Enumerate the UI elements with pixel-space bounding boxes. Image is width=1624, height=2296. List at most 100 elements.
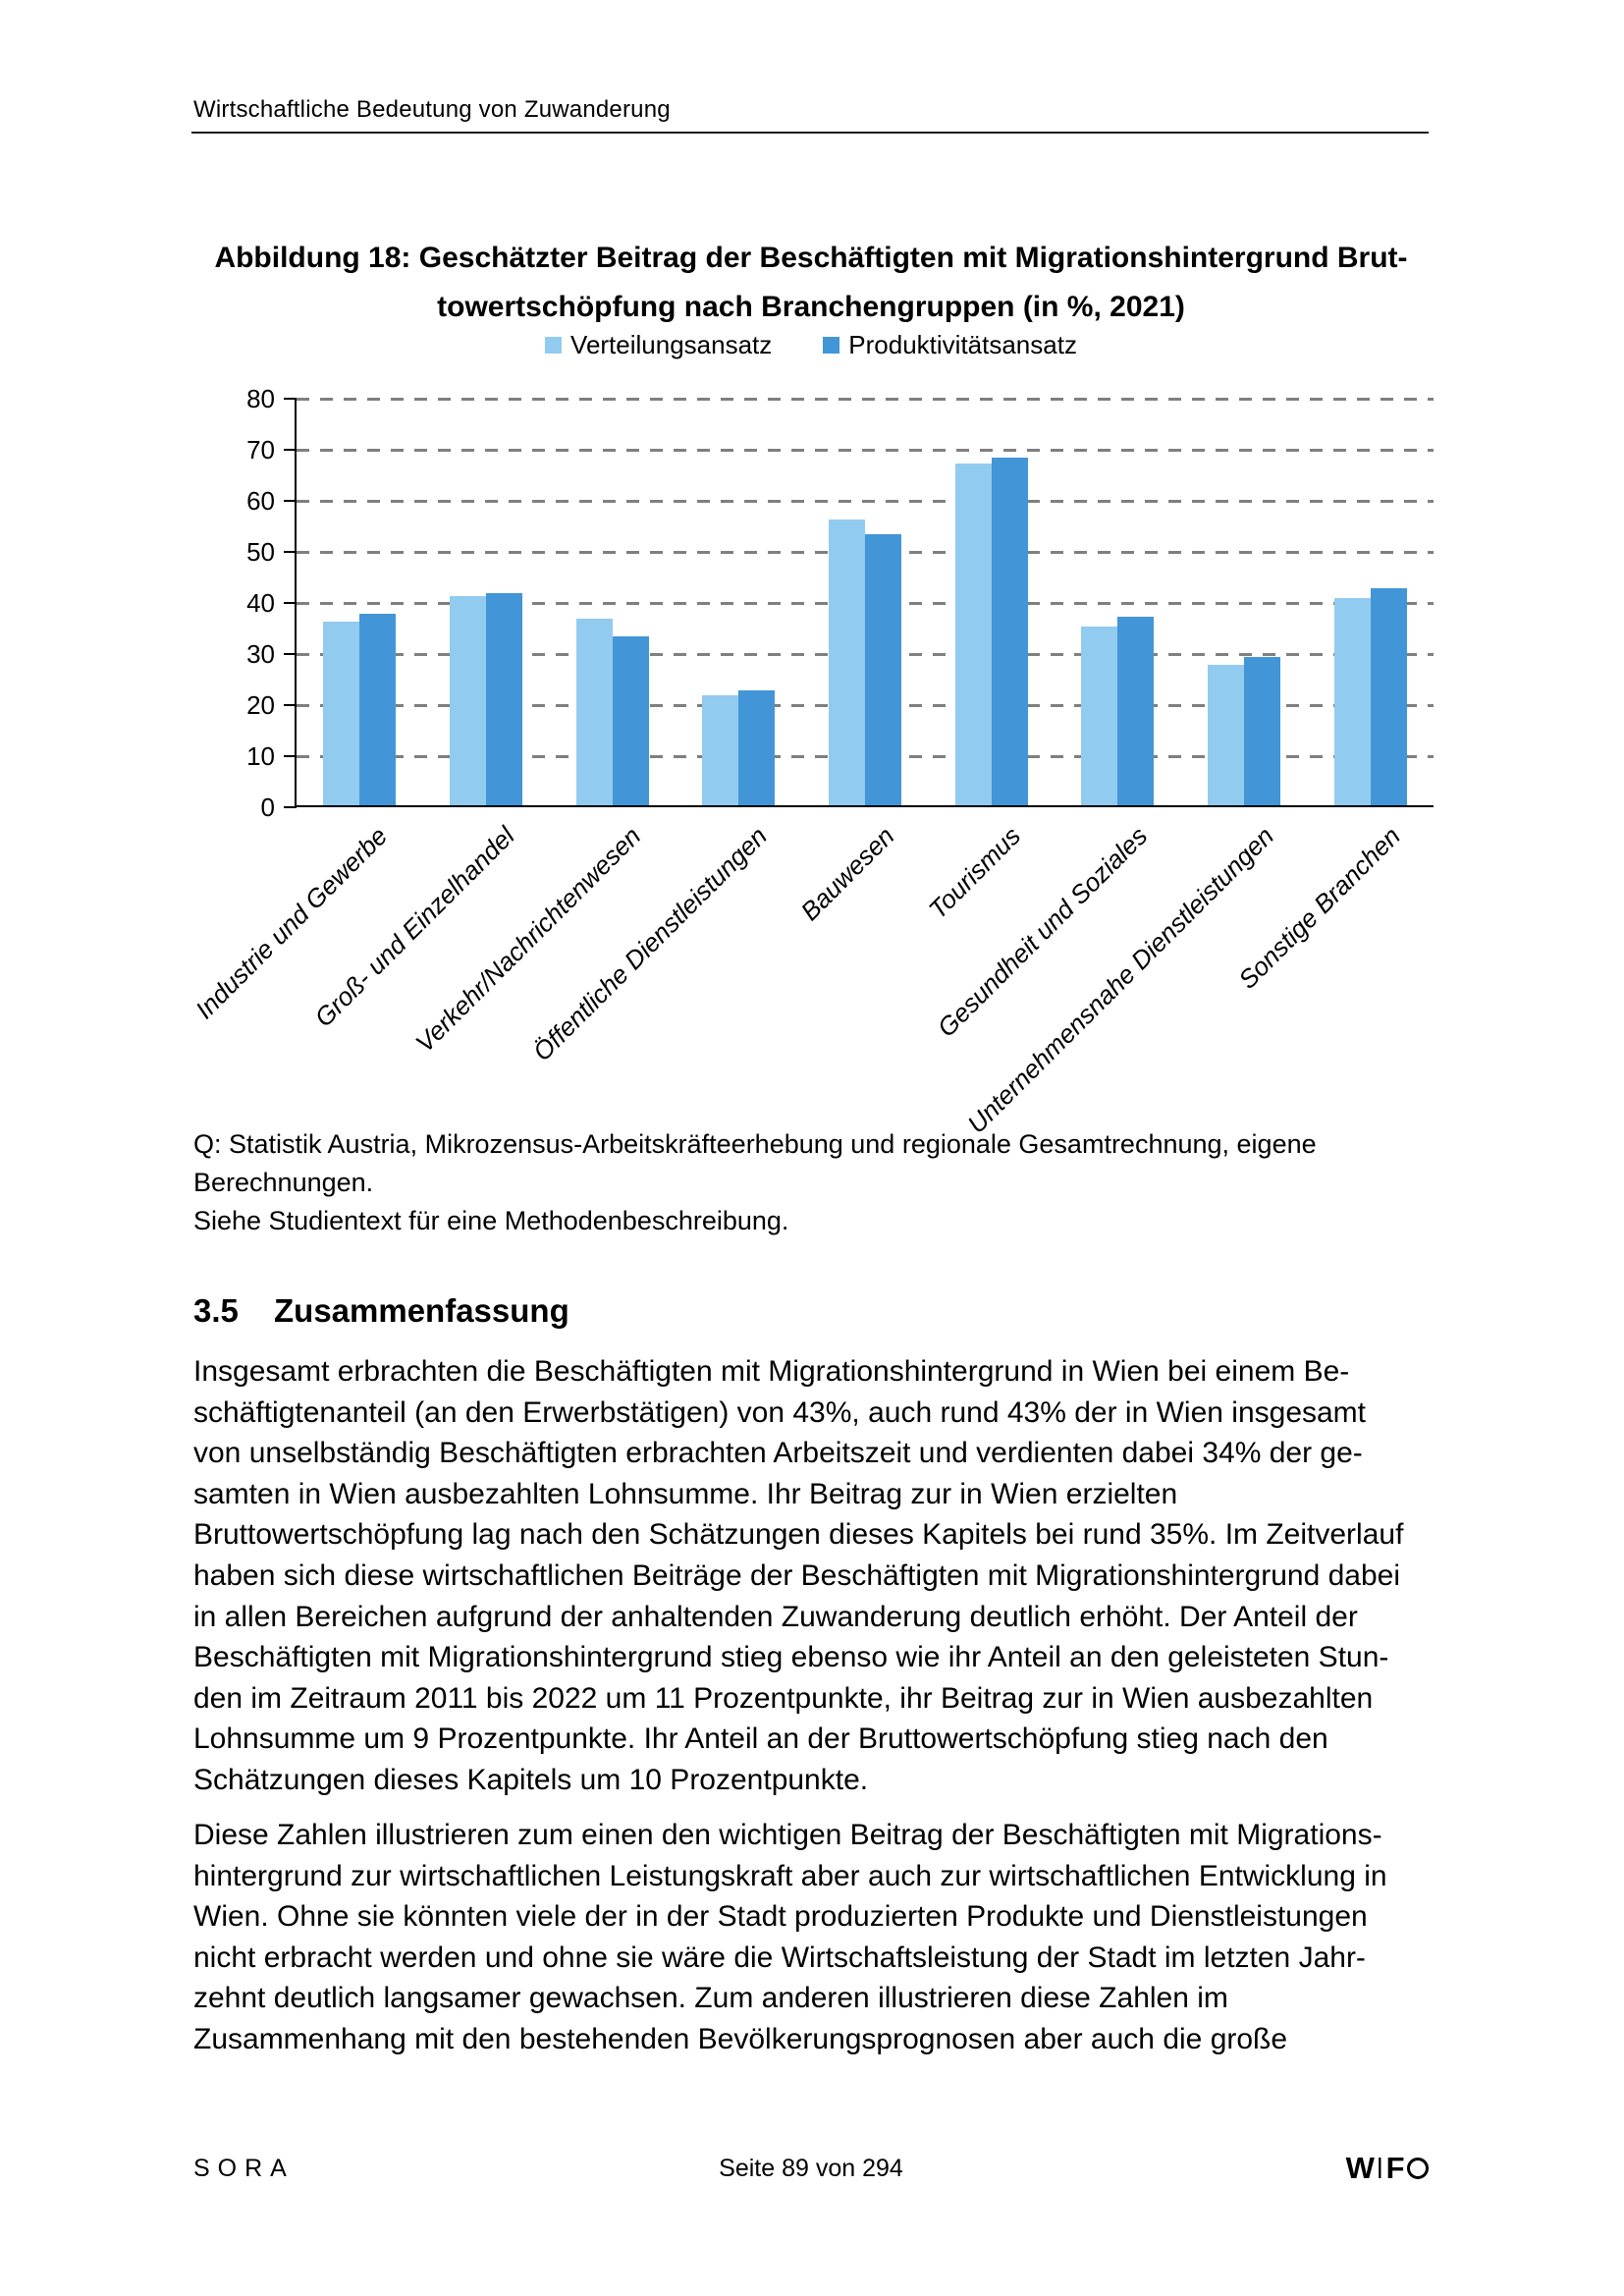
y-axis-tick: [284, 449, 297, 451]
y-axis-tick: [284, 806, 297, 808]
figure-title-line1: Abbildung 18: Geschätzter Beitrag der Be…: [214, 242, 1408, 274]
y-axis-tick: [284, 398, 297, 400]
y-axis-label: 50: [246, 537, 275, 567]
sora-logo: SORA: [193, 2154, 295, 2182]
x-axis-labels: Industrie und Gewerbe Groß- und Einzelhan…: [189, 815, 1434, 1139]
bar-produktivitätsansatz: [612, 636, 649, 805]
legend-item: Produktivitätsansatz: [823, 330, 1077, 360]
y-axis-label: 60: [246, 486, 275, 516]
bar-group: [928, 399, 1055, 805]
header-rule: [191, 132, 1429, 134]
wifo-letter-f: F: [1385, 2151, 1405, 2185]
bar-verteilungsansatz: [1333, 598, 1371, 805]
bar-produktivitätsansatz: [1370, 588, 1407, 805]
bar-produktivitätsansatz: [1117, 616, 1155, 805]
legend-swatch-icon: [823, 337, 840, 354]
bar-verteilungsansatz: [1081, 627, 1118, 805]
bar-group: [1181, 399, 1308, 805]
bar-verteilungsansatz: [1208, 665, 1245, 805]
legend-label: Produktivitätsansatz: [848, 330, 1077, 359]
bar-verteilungsansatz: [702, 695, 739, 805]
text-line: Zusammenhang mit den bestehenden Bevölke…: [193, 2022, 1288, 2055]
figure-title-line2: towertschöpfung nach Branchengruppen (in…: [437, 291, 1185, 323]
bar-group: [297, 399, 423, 805]
y-axis-tick: [284, 704, 297, 706]
bar-group: [423, 399, 550, 805]
text-line: Lohnsumme um 9 Prozentpunkte. Ihr Anteil…: [193, 1722, 1328, 1756]
section-heading: 3.5 Zusammenfassung: [193, 1292, 569, 1330]
wifo-letter-w: W: [1345, 2151, 1376, 2185]
text-line: zehnt deutlich langsamer gewachsen. Zum …: [193, 1982, 1228, 2015]
bar-group: [549, 399, 676, 805]
gridline: [297, 499, 1434, 503]
bar-produktivitätsansatz: [359, 614, 397, 805]
y-axis-label: 20: [246, 690, 275, 720]
bar-group: [1307, 399, 1434, 805]
y-axis-tick: [284, 755, 297, 757]
text-line: in allen Bereichen aufgrund der anhalten…: [193, 1600, 1358, 1633]
gridline: [297, 448, 1434, 452]
bars-container: [297, 399, 1434, 805]
running-header: Wirtschaftliche Bedeutung von Zuwanderun…: [193, 96, 671, 123]
x-axis-label: Öffentliche Dienstleistungen: [527, 821, 774, 1067]
bar-group: [676, 399, 802, 805]
bar-produktivitätsansatz: [1244, 657, 1281, 805]
bar-verteilungsansatz: [954, 463, 992, 805]
source-note: Q: Statistik Austria, Mikrozensus-Arbeit…: [193, 1125, 1429, 1240]
bar-verteilungsansatz: [450, 595, 486, 805]
text-line: Wien. Ohne sie könnten viele der in der …: [193, 1900, 1368, 1934]
legend-item: Verteilungsansatz: [545, 330, 772, 360]
text-line: samten in Wien ausbezahlten Lohnsumme. I…: [193, 1477, 1178, 1510]
bar-group: [1055, 399, 1181, 805]
y-axis-label: 80: [246, 384, 275, 413]
text-line: nicht erbracht werden und ohne sie wäre …: [193, 1941, 1366, 1974]
page-number: Seite 89 von 294: [719, 2154, 903, 2182]
text-line: von unselbständig Beschäftigten erbracht…: [193, 1437, 1363, 1470]
gridline: [297, 397, 1434, 401]
x-axis-label: Verkehr/Nachrichtenwesen: [409, 821, 647, 1059]
chart-legend: Verteilungsansatz Produktivitätsansatz: [193, 330, 1429, 360]
text-line: hintergrund zur wirtschaftlichen Leistun…: [193, 1859, 1387, 1892]
y-axis-label: 30: [246, 639, 275, 669]
y-axis-tick: [284, 551, 297, 553]
bar-chart: 0 10 20 30 40 50 60 70 80 Industrie und Gewerbe Gr…: [189, 384, 1434, 1139]
paragraph: Diese Zahlen illustrieren zum einen den …: [193, 1815, 1450, 2060]
y-axis-tick: [284, 653, 297, 655]
text-line: den im Zeitraum 2011 bis 2022 um 11 Proz…: [193, 1681, 1374, 1715]
section-title: Zusammenfassung: [274, 1292, 569, 1329]
text-line: Diese Zahlen illustrieren zum einen den …: [193, 1819, 1382, 1851]
bar-group: [802, 399, 929, 805]
x-axis-label: Tourismus: [922, 821, 1027, 925]
chart-plot-area: 0 10 20 30 40 50 60 70 80 Industrie und Gewerbe Gr…: [189, 384, 1434, 1139]
wifo-letter-o-circle-icon: [1407, 2158, 1429, 2179]
text-line: Schätzungen dieses Kapitels um 10 Prozen…: [193, 1763, 869, 1796]
y-axis-tick: [284, 500, 297, 502]
y-axis-label: 0: [260, 793, 275, 822]
bar-produktivitätsansatz: [738, 690, 776, 805]
text-line: Bruttowertschöpfung lag nach den Schätzu…: [193, 1518, 1404, 1552]
text-line: schäftigtenanteil (an den Erwerbstätigen…: [193, 1395, 1367, 1429]
text-line: Siehe Studientext für eine Methodenbesch…: [193, 1206, 789, 1235]
y-axis-tick: [284, 602, 297, 604]
legend-label: Verteilungsansatz: [570, 330, 773, 359]
legend-swatch-icon: [545, 337, 563, 354]
bar-verteilungsansatz: [829, 519, 866, 805]
bar-produktivitätsansatz: [865, 534, 902, 805]
bar-produktivitätsansatz: [486, 593, 522, 805]
bar-produktivitätsansatz: [991, 458, 1028, 805]
x-axis-label: Gesundheit und Soziales: [931, 821, 1153, 1043]
wifo-letter-i: I: [1377, 2151, 1384, 2185]
y-axis-label: 10: [246, 741, 275, 771]
bar-verteilungsansatz: [575, 619, 613, 805]
text-line: haben sich diese wirtschaftlichen Beiträ…: [193, 1558, 1401, 1592]
y-axis-label: 40: [246, 588, 275, 618]
text-line: Beschäftigten mit Migrationshintergrund …: [193, 1641, 1389, 1674]
paragraph: Insgesamt erbrachten die Beschäftigten m…: [193, 1351, 1450, 1801]
section-number: 3.5: [193, 1292, 239, 1329]
text-line: Insgesamt erbrachten die Beschäftigten m…: [193, 1355, 1350, 1388]
figure-title: Abbildung 18: Geschätzter Beitrag der Be…: [193, 234, 1429, 332]
x-axis-label: Bauwesen: [794, 821, 900, 927]
